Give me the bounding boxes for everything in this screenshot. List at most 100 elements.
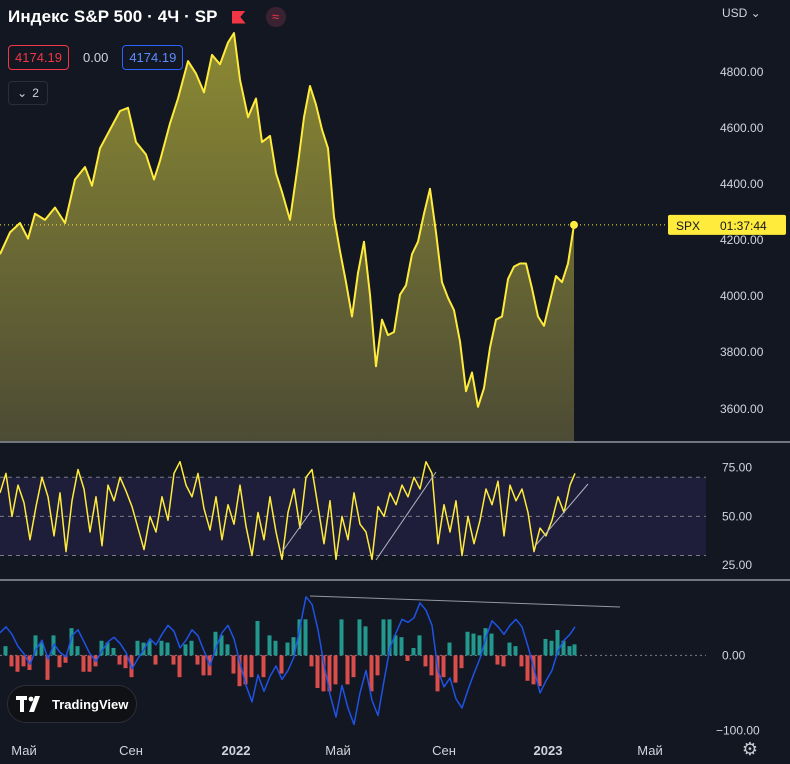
- histogram-bar: [465, 631, 470, 656]
- rsi-trendline-0[interactable]: [281, 509, 313, 553]
- histogram-bar: [75, 646, 80, 656]
- histogram-bar: [417, 635, 422, 656]
- oscillator-line: [0, 596, 576, 726]
- histogram-bar: [147, 640, 152, 656]
- last-price-dot: [570, 220, 578, 229]
- histogram-bar: [519, 655, 524, 667]
- time-axis-label: 2022: [222, 743, 251, 758]
- histogram-bar: [333, 655, 338, 685]
- histogram-bar: [411, 647, 416, 656]
- histogram-bar: [513, 646, 518, 656]
- time-axis[interactable]: Май Сен 2022 Май Сен 2023 Май: [11, 743, 662, 758]
- wave-icon[interactable]: ≈: [265, 7, 286, 27]
- histogram-bar: [291, 637, 296, 656]
- histogram-bar: [321, 655, 326, 692]
- histogram-bar: [429, 655, 434, 676]
- histogram-bar: [123, 655, 128, 669]
- histogram-bar: [477, 635, 482, 656]
- gear-icon[interactable]: ⚙: [741, 739, 759, 759]
- price-axis[interactable]: 4800.00 4600.00 4400.00 4200.00 4000.00 3800.…: [716, 65, 764, 737]
- histogram-bar: [57, 655, 62, 668]
- histogram-bar: [33, 635, 38, 656]
- indicators-collapse-button[interactable]: ⌄ 2: [8, 81, 48, 105]
- histogram-bar: [537, 655, 542, 687]
- histogram-bar: [375, 655, 380, 676]
- histogram-bar: [399, 637, 404, 656]
- rsi-trendline-1[interactable]: [375, 471, 437, 561]
- spread-value: 0.00: [83, 50, 109, 65]
- rsi-trendline-2[interactable]: [535, 483, 589, 546]
- histogram-bar: [225, 644, 230, 656]
- histogram-bar: [555, 629, 560, 656]
- buy-price-box[interactable]: 4174.19: [122, 45, 184, 70]
- currency-selector[interactable]: USD ⌄: [722, 6, 761, 20]
- histogram-bar: [297, 619, 302, 656]
- histogram-bar: [567, 646, 572, 656]
- histogram-bar: [459, 655, 464, 669]
- histogram-bar: [549, 640, 554, 656]
- histogram-bar: [105, 642, 110, 656]
- histogram-bar: [201, 655, 206, 676]
- histogram-bar: [435, 655, 440, 692]
- histogram-bar: [135, 640, 140, 656]
- histogram-bar: [543, 638, 548, 656]
- time-axis-label: Сен: [432, 743, 456, 758]
- histogram-bar: [489, 633, 494, 656]
- histogram-bar: [441, 655, 446, 678]
- histogram-bar: [189, 640, 194, 656]
- histogram-bar: [153, 655, 158, 665]
- histogram-bar: [339, 619, 344, 656]
- chevron-down-icon: ⌄: [17, 86, 28, 100]
- oscillator-pane[interactable]: [0, 595, 706, 726]
- histogram-bar: [303, 619, 308, 656]
- histogram-bar: [393, 635, 398, 656]
- oscillator-trendline[interactable]: [309, 595, 621, 608]
- flag-icon[interactable]: [231, 10, 246, 24]
- histogram-bar: [471, 633, 476, 656]
- price-axis-label: 4600.00: [720, 121, 764, 135]
- tradingview-logo-icon: [16, 696, 40, 712]
- histogram-bar: [405, 655, 410, 661]
- time-axis-label: Май: [637, 743, 662, 758]
- histogram-bar: [351, 655, 356, 678]
- histogram-bar: [501, 655, 506, 667]
- tradingview-logo-text: TradingView: [52, 696, 129, 712]
- histogram-bar: [495, 655, 500, 665]
- time-axis-label: Май: [325, 743, 350, 758]
- histogram-bar: [183, 644, 188, 656]
- price-axis-label: 4000.00: [720, 289, 764, 303]
- histogram-bar: [237, 655, 242, 687]
- histogram-bar: [285, 642, 290, 656]
- histogram-bar: [315, 655, 320, 688]
- histogram-bar: [327, 655, 332, 692]
- histogram-bar: [261, 655, 266, 678]
- histogram-bar: [453, 655, 458, 683]
- histogram-bar: [195, 655, 200, 665]
- last-price-tag: SPX 01:37:44: [668, 214, 786, 235]
- price-pane[interactable]: [0, 32, 668, 441]
- time-axis-label: 2023: [534, 743, 563, 758]
- histogram-bar: [255, 620, 260, 656]
- histogram-bar: [309, 655, 314, 667]
- chevron-down-icon: ⌄: [747, 6, 761, 20]
- price-axis-label: 4800.00: [720, 65, 764, 79]
- last-price-symbol: SPX: [676, 219, 700, 233]
- last-price-tag-bg: [668, 214, 786, 235]
- histogram-bar: [231, 655, 236, 674]
- price-axis-label: 3800.00: [720, 345, 764, 359]
- histogram-bar: [159, 640, 164, 656]
- histogram-bar: [561, 640, 566, 656]
- rsi-line: [0, 460, 576, 561]
- histogram-bar: [387, 619, 392, 656]
- histogram-bar: [213, 631, 218, 656]
- oscillator-axis-label: −100.00: [716, 723, 760, 737]
- rsi-axis-label: 50.00: [722, 509, 752, 523]
- tradingview-logo[interactable]: TradingView: [7, 685, 137, 723]
- rsi-axis-label: 75.00: [722, 461, 752, 475]
- rsi-pane[interactable]: [0, 460, 706, 561]
- histogram-bar: [243, 655, 248, 685]
- sell-price-box[interactable]: 4174.19: [8, 45, 69, 70]
- symbol-title[interactable]: Индекс S&P 500 · 4Ч · SP: [8, 7, 218, 26]
- price-line: [0, 32, 575, 408]
